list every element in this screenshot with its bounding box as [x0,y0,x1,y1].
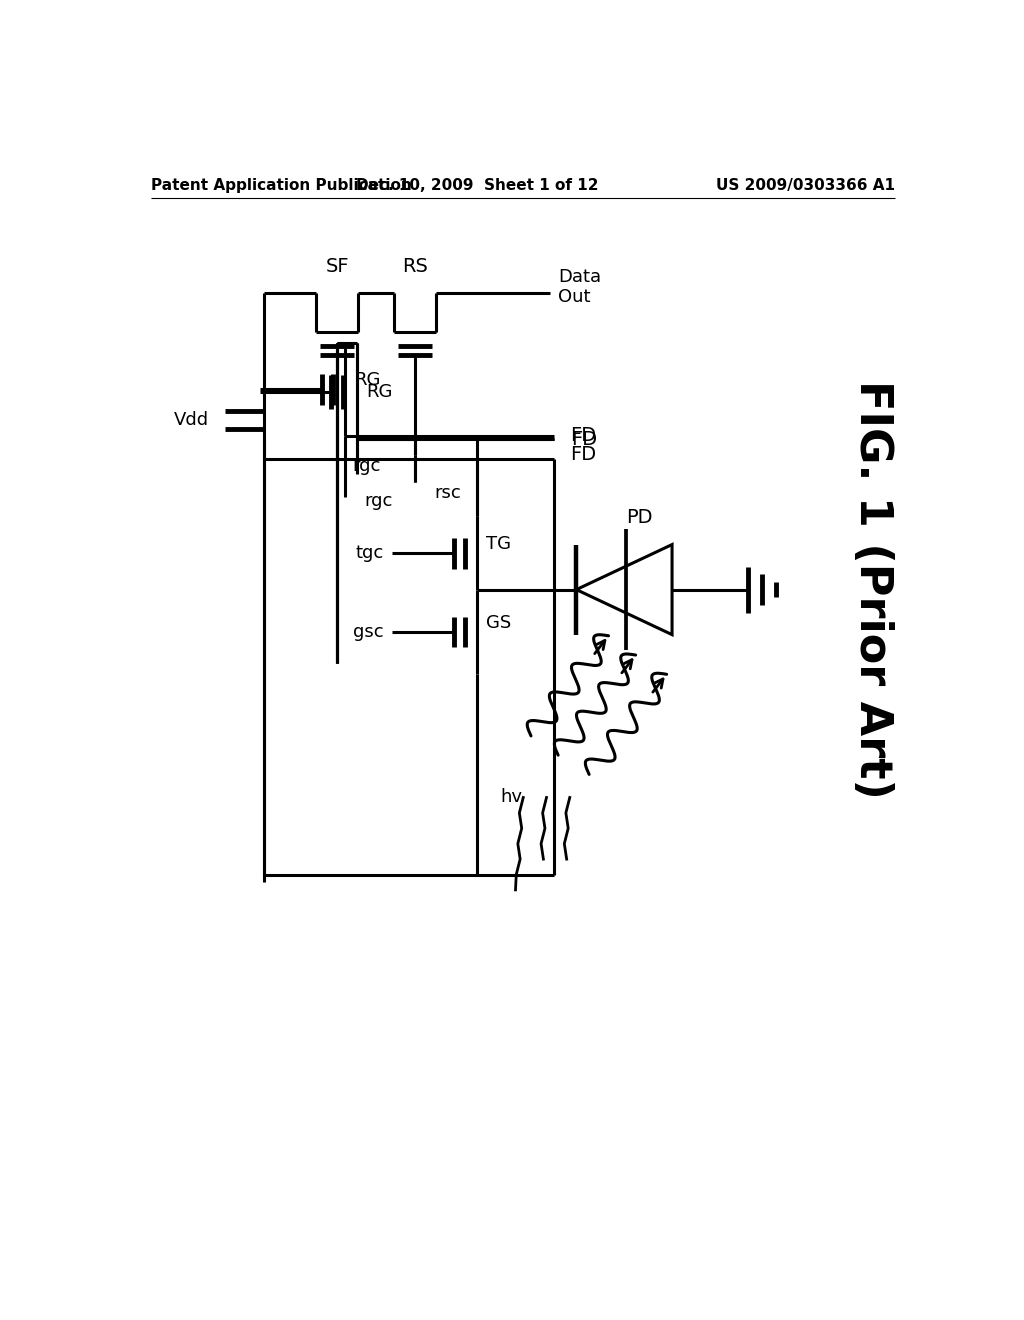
Text: RG: RG [354,371,381,389]
Text: US 2009/0303366 A1: US 2009/0303366 A1 [716,178,895,193]
Text: Data
Out: Data Out [558,268,601,306]
Text: SF: SF [326,256,349,276]
Text: RG: RG [366,383,392,401]
Text: PD: PD [627,508,652,527]
Text: gsc: gsc [353,623,384,642]
Text: rgc: rgc [365,492,393,510]
Text: FD: FD [571,430,597,449]
Text: tgc: tgc [355,544,384,562]
Text: Dec. 10, 2009  Sheet 1 of 12: Dec. 10, 2009 Sheet 1 of 12 [355,178,598,193]
Text: FD: FD [569,445,596,465]
Text: rsc: rsc [434,484,461,503]
Text: FIG. 1 (Prior Art): FIG. 1 (Prior Art) [851,380,894,799]
Text: Patent Application Publication: Patent Application Publication [152,178,412,193]
Text: hv: hv [501,788,522,807]
Text: rgc: rgc [352,458,381,475]
Text: FD: FD [569,426,596,445]
Text: Vdd: Vdd [174,412,209,429]
Text: RS: RS [401,256,428,276]
Text: TG: TG [486,535,511,553]
Text: GS: GS [486,614,511,632]
